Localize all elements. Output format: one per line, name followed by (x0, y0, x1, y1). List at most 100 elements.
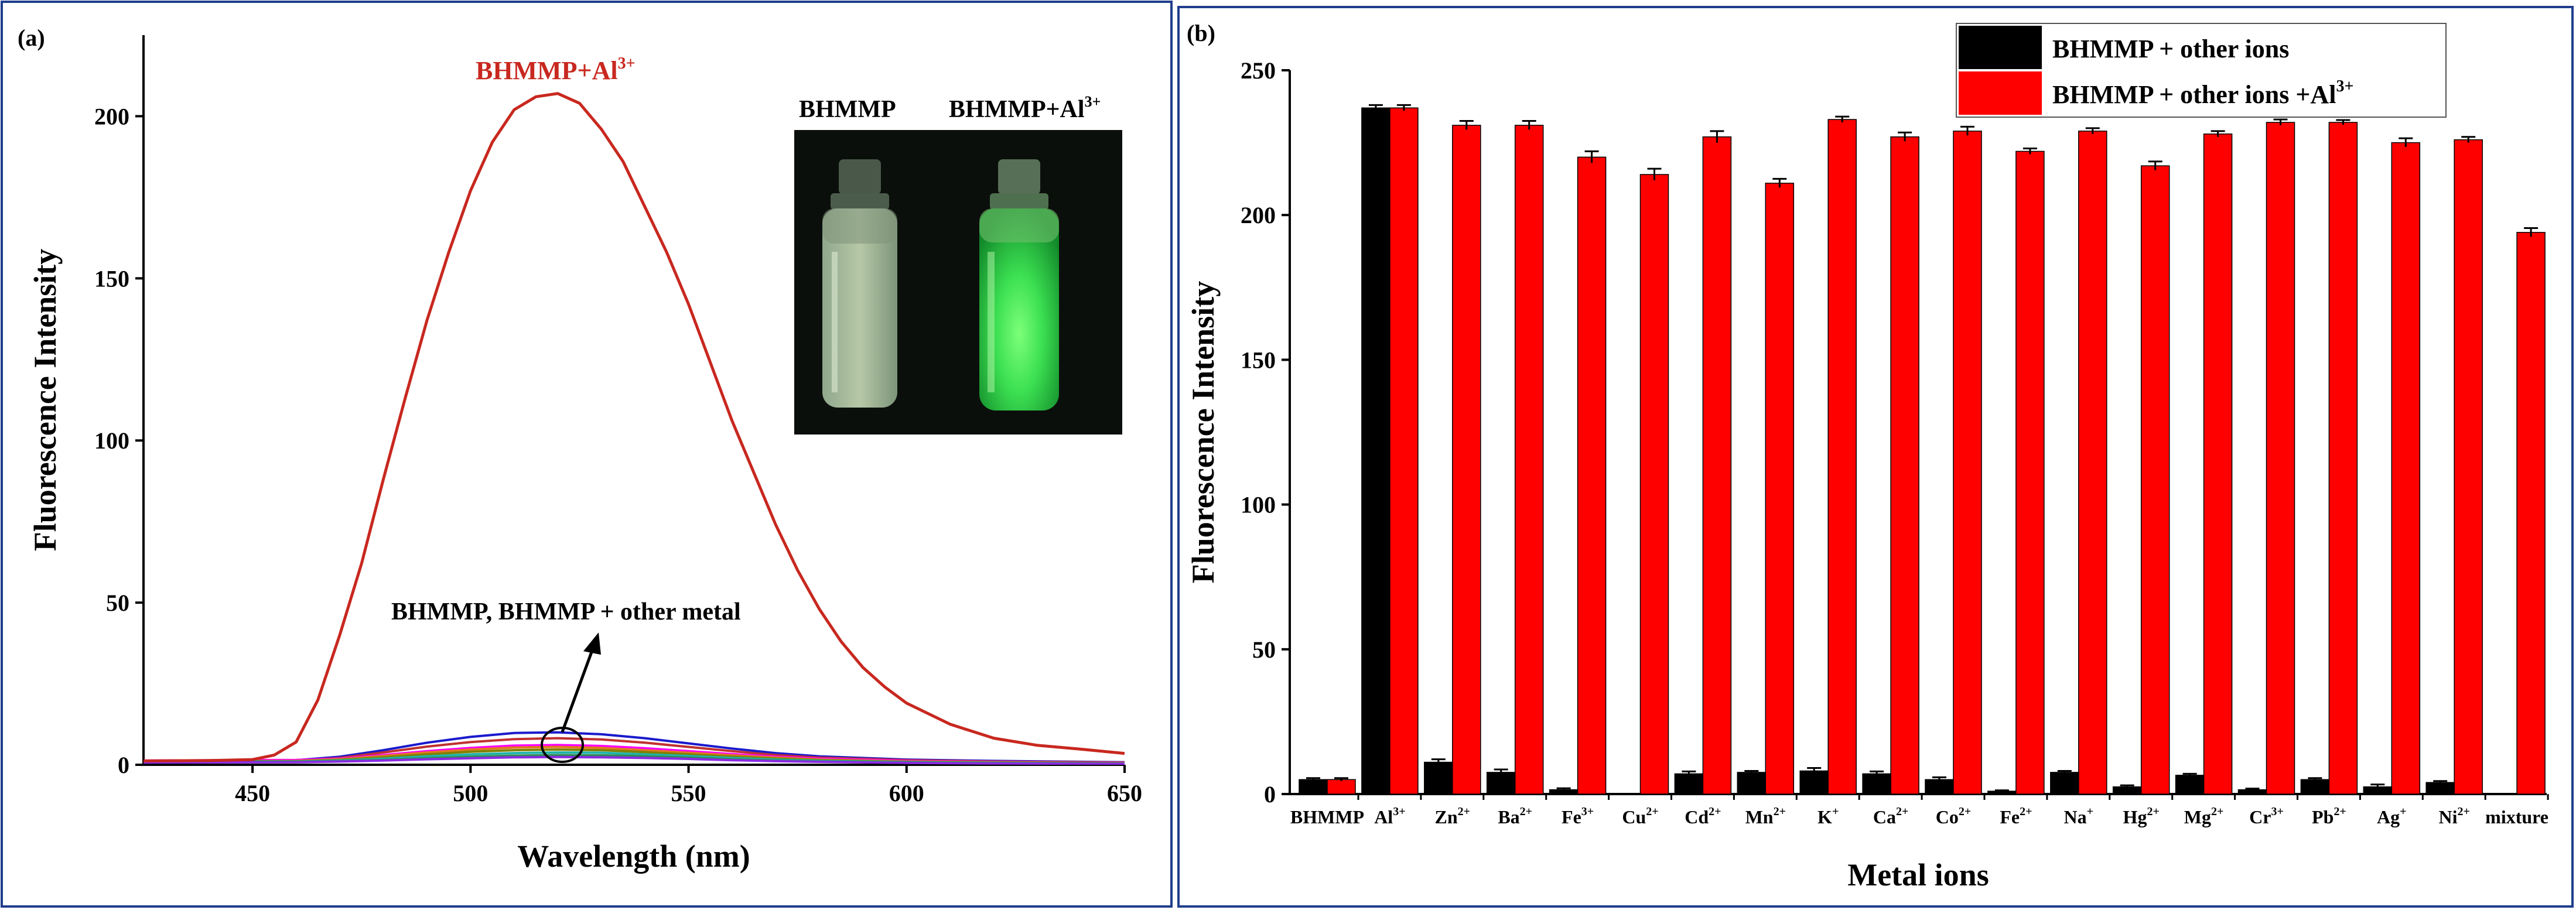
category-label: mixture (2485, 806, 2548, 827)
category-label-sup: 2+ (1520, 805, 1532, 818)
category-label: Cd2+ (1685, 805, 1721, 827)
vial-bhmmp (822, 159, 897, 408)
annotation-arrow-shaft (561, 648, 595, 733)
category-label: Zn2+ (1435, 805, 1471, 827)
bar-other-ions-al-19 (2516, 232, 2546, 795)
inset-label-right-sup: 3+ (1085, 93, 1101, 110)
category-label-base: Fe (1562, 806, 1581, 827)
panel-b-y-tick-label: 50 (1252, 637, 1276, 663)
panel-a-y-tick-label: 50 (106, 590, 129, 616)
category-label-sup: 2+ (1959, 805, 1971, 818)
category-label-sup: 2+ (1458, 805, 1470, 818)
category-label-sup: 2+ (2457, 805, 2469, 818)
category-label-sup: + (1832, 805, 1839, 818)
bar-other-ions-al-17 (2391, 142, 2421, 795)
bar-other-ions-al-12 (2078, 131, 2107, 795)
panel-b-frame (1177, 6, 2574, 908)
bar-other-ions-7 (1737, 772, 1767, 795)
category-label-sup: 2+ (1709, 805, 1721, 818)
bar-other-ions-6 (1674, 773, 1704, 795)
category-label: Cu2+ (1622, 805, 1658, 827)
bar-other-ions-al-2 (1452, 125, 1481, 795)
category-label: Pb2+ (2312, 805, 2346, 827)
category-label-base: BHMMP (1290, 806, 1364, 827)
category-label-sup: 2+ (1774, 805, 1786, 818)
category-label-sup: 3+ (2271, 805, 2283, 818)
category-label-base: K (1817, 806, 1832, 827)
category-label-base: mixture (2485, 806, 2548, 827)
panel-a-y-title: Fluorescence Intensity (28, 249, 63, 551)
annotation-circle (541, 727, 584, 763)
legend-swatch-black (1959, 26, 2042, 69)
category-label: Co2+ (1936, 805, 1972, 827)
bar-other-ions-al-15 (2266, 122, 2295, 795)
inset-photo: BHMMP BHMMP+Al3+ (794, 93, 1122, 435)
panel-b-y-tick-label: 150 (1241, 347, 1276, 373)
panel-a-y-tick-label: 0 (118, 752, 129, 778)
bar-other-ions-al-16 (2328, 122, 2358, 795)
category-label-sup: 2+ (2020, 805, 2032, 818)
category-label-base: Zn (1435, 806, 1458, 827)
bar-other-ions-8 (1799, 770, 1829, 795)
category-label-sup: 2+ (1896, 805, 1908, 818)
bar-other-ions-al-9 (1890, 136, 1919, 795)
category-label: Ca2+ (1873, 805, 1909, 827)
panel-a-x-tick-label: 600 (889, 780, 924, 806)
panel-a-x-ticks: 450 500 550 600 650 (235, 765, 1142, 806)
peak-annotation-base: BHMMP+Al (476, 56, 618, 85)
curve-bhmmp-al3- (144, 92, 1125, 762)
category-label-sup: 2+ (1646, 805, 1658, 818)
inset-label-left: BHMMP (799, 96, 896, 123)
category-label: Ba2+ (1498, 805, 1532, 827)
curve-bhmmp-fe (144, 755, 1125, 765)
panel-b-label: (b) (1187, 20, 1215, 46)
panel-b-y-tick-label: 250 (1241, 57, 1276, 84)
category-label-base: Mg (2184, 806, 2211, 827)
category-label: Na+ (2064, 805, 2094, 827)
panel-b-x-title: Metal ions (1847, 857, 1989, 892)
panel-b-y-tick-label: 0 (1264, 781, 1276, 808)
bar-other-ions-al-6 (1702, 136, 1732, 795)
category-label: Mg2+ (2184, 805, 2224, 827)
category-label: Mn2+ (1745, 805, 1786, 827)
panel-a-y-tick-label: 150 (94, 265, 129, 292)
category-label: Cr3+ (2249, 805, 2284, 827)
category-label-base: Fe (2000, 806, 2020, 827)
category-label: BHMMP (1290, 806, 1364, 827)
panel-b-bars (1299, 104, 2546, 795)
bar-other-ions-1 (1361, 107, 1391, 795)
panel-b-y-title: Fluorescence Intensity (1185, 281, 1221, 583)
legend-label-red-base: BHMMP + other ions +Al (2052, 80, 2336, 109)
legend: BHMMP + other ions BHMMP + other ions +A… (1956, 23, 2447, 118)
category-label-base: Pb (2312, 806, 2334, 827)
bar-other-ions-al-10 (1953, 131, 1982, 795)
panel-b-y-tick-label: 100 (1241, 492, 1276, 518)
category-label: Fe2+ (2000, 805, 2032, 827)
inset-label-right: BHMMP+Al3+ (949, 93, 1101, 123)
category-label: Fe3+ (1562, 805, 1594, 827)
category-label-base: Ni (2438, 806, 2457, 827)
panel-a-x-tick-label: 500 (453, 780, 488, 806)
category-label: Ni2+ (2438, 805, 2469, 827)
panel-a-label: (a) (18, 25, 45, 51)
category-label-base: Ba (1498, 806, 1519, 827)
bar-other-ions-al-3 (1514, 125, 1544, 795)
others-annotation: BHMMP, BHMMP + other metal (391, 598, 741, 625)
category-label: Al3+ (1374, 805, 1405, 827)
bar-other-ions-al-11 (2015, 150, 2045, 795)
bar-other-ions-3 (1486, 772, 1516, 795)
legend-label-red: BHMMP + other ions +Al3+ (2052, 77, 2353, 109)
category-label-base: Al (1374, 806, 1393, 827)
annotation-arrow-head (583, 632, 601, 655)
category-label-base: Cu (1622, 806, 1646, 827)
category-label-sup: 2+ (2211, 805, 2223, 818)
bar-other-ions-14 (2175, 775, 2205, 795)
panel-a-x-tick-label: 650 (1107, 780, 1142, 806)
panel-a-x-tick-label: 550 (671, 780, 706, 806)
panel-a-curves (144, 92, 1125, 765)
category-label-base: Cr (2249, 806, 2271, 827)
panel-a: (a) 450 500 550 600 650 0 50 100 150 200 Wavelen… (18, 25, 1142, 874)
category-label-base: Na (2064, 806, 2087, 827)
